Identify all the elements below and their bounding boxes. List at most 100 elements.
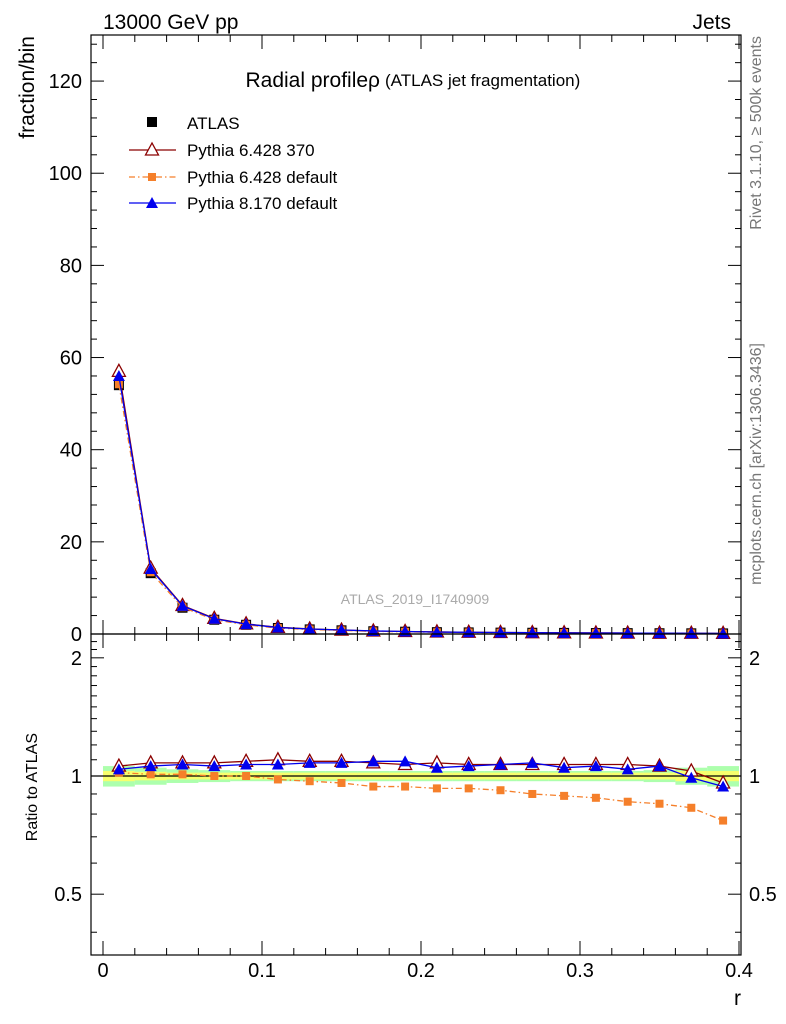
main-series-3-point	[176, 599, 189, 611]
ratio-series-1-point	[401, 782, 410, 791]
legend-marker-pythia8-default	[146, 197, 158, 208]
ratio-series-2-point	[399, 755, 412, 767]
ratio-series-2-line	[118, 760, 724, 788]
ratio-y-tick-label-right: 1	[749, 766, 760, 788]
header-right-label: Jets	[692, 11, 731, 34]
ratio-series-2-point	[271, 758, 284, 770]
legend-entry-pythia8-default: Pythia 8.170 default	[129, 194, 338, 213]
main-series-3-point	[558, 626, 571, 638]
ratio-series-2-point	[526, 756, 539, 768]
main-y-tick-label: 20	[60, 532, 82, 554]
ratio-series-1-point	[623, 797, 632, 806]
legend-label-pythia6-370: Pythia 6.428 370	[187, 141, 315, 160]
ratio-y-tick-label-right: 0.5	[749, 884, 777, 906]
main-series-layer	[111, 362, 731, 640]
ratio-y-axis-label: Ratio to ATLAS	[24, 733, 41, 841]
ratio-series-1-point	[687, 803, 696, 812]
ratio-series-2-point	[558, 761, 571, 773]
ratio-series-1-point	[655, 799, 664, 808]
side-label-rivet: Rivet 3.1.10, ≥ 500k events	[748, 36, 765, 230]
legend-marker-pythia6-default	[148, 173, 156, 181]
ratio-series-2-point	[494, 758, 507, 770]
legend-marker-atlas	[147, 117, 157, 127]
ratio-series-1-point	[464, 784, 473, 793]
ratio-series-1-point	[273, 775, 282, 784]
plot-title: Radial profileρ	[245, 69, 380, 92]
legend-label-pythia8-default: Pythia 8.170 default	[187, 194, 338, 213]
main-y-axis-label: fraction/bin	[16, 36, 39, 139]
ratio-series-2-point	[589, 760, 602, 772]
ratio-series-2-point	[685, 771, 698, 783]
plot-frames	[90, 34, 742, 956]
legend-label-atlas: ATLAS	[187, 114, 240, 133]
ratio-series-2-point	[303, 756, 316, 768]
ratio-series-1-point	[496, 786, 505, 795]
main-series-3-point	[271, 621, 284, 633]
main-series-3-point	[335, 624, 348, 636]
ratio-series-2-point	[335, 756, 348, 768]
ratio-series-1-point	[178, 770, 187, 779]
ratio-series-1-point	[591, 793, 600, 802]
ratio-y-tick-label-right: 2	[749, 648, 760, 670]
ratio-series-2-point	[717, 780, 730, 792]
main-series-3-point	[303, 623, 316, 635]
main-y-tick-label: 40	[60, 440, 82, 462]
x-tick-label: 0.3	[566, 960, 594, 982]
legend-entry-atlas: ATLAS	[147, 114, 240, 133]
ratio-series-1-point	[337, 778, 346, 787]
main-series-3-point	[208, 612, 221, 624]
ratio-series-1-line	[118, 771, 724, 822]
ratio-series-1-point	[146, 770, 155, 779]
ratio-series-2-point	[240, 758, 253, 770]
ratio-x-axis-label: r	[734, 987, 741, 1010]
main-series-2-point	[114, 380, 123, 389]
ratio-series-1-point	[210, 772, 219, 781]
side-label-mcplots: mcplots.cern.ch [arXiv:1306.3436]	[748, 343, 765, 585]
ratio-series-2-point	[621, 763, 634, 775]
ratio-series-2-point	[176, 758, 189, 770]
legend-entry-pythia6-default: Pythia 6.428 default	[129, 168, 338, 187]
analysis-watermark: ATLAS_2019_I1740909	[341, 591, 490, 607]
axis-ticks	[91, 35, 741, 955]
main-series-3-point	[717, 627, 730, 639]
legend-entry-pythia6-370: Pythia 6.428 370	[129, 141, 315, 160]
main-series-3-point	[240, 618, 253, 630]
ratio-plot-frame	[90, 633, 742, 956]
ratio-series-1-point	[432, 784, 441, 793]
x-tick-label: 0.2	[407, 960, 435, 982]
ratio-series-1-point	[369, 782, 378, 791]
main-series-3-point	[526, 626, 539, 638]
legend: ATLAS Pythia 6.428 370 Pythia 6.428 defa…	[129, 114, 338, 213]
main-series-3-point	[144, 563, 157, 575]
ratio-series-2-point	[430, 761, 443, 773]
ratio-series-2-point	[144, 760, 157, 772]
ratio-series-2-point	[208, 760, 221, 772]
ratio-series-2-point	[653, 760, 666, 772]
plot-subtitle: (ATLAS jet fragmentation)	[385, 71, 580, 90]
main-series-3-point	[367, 624, 380, 636]
legend-marker-pythia6-370	[144, 141, 160, 156]
ratio-y-tick-label: 0.5	[54, 884, 82, 906]
ratio-series-2-point	[112, 763, 125, 775]
x-tick-label: 0.1	[248, 960, 276, 982]
ratio-series-1-point	[719, 816, 728, 825]
main-series-3-point	[589, 626, 602, 638]
x-tick-label: 0.4	[725, 960, 753, 982]
main-y-tick-label: 120	[49, 71, 82, 93]
main-series-3-point	[494, 626, 507, 638]
main-series-3-point	[685, 627, 698, 639]
main-series-3-point	[653, 627, 666, 639]
main-y-tick-label: 60	[60, 348, 82, 370]
legend-label-pythia6-default: Pythia 6.428 default	[187, 168, 338, 187]
ratio-series-1-point	[242, 772, 251, 781]
x-tick-label: 0	[97, 960, 108, 982]
ratio-series-layer	[111, 751, 731, 825]
main-y-tick-label: 0	[71, 624, 82, 646]
ratio-series-1-point	[305, 777, 314, 786]
ratio-series-1-point	[528, 789, 537, 798]
ratio-series-2-point	[462, 760, 475, 772]
ratio-series-1-point	[560, 791, 569, 800]
header-left-label: 13000 GeV pp	[103, 11, 238, 34]
